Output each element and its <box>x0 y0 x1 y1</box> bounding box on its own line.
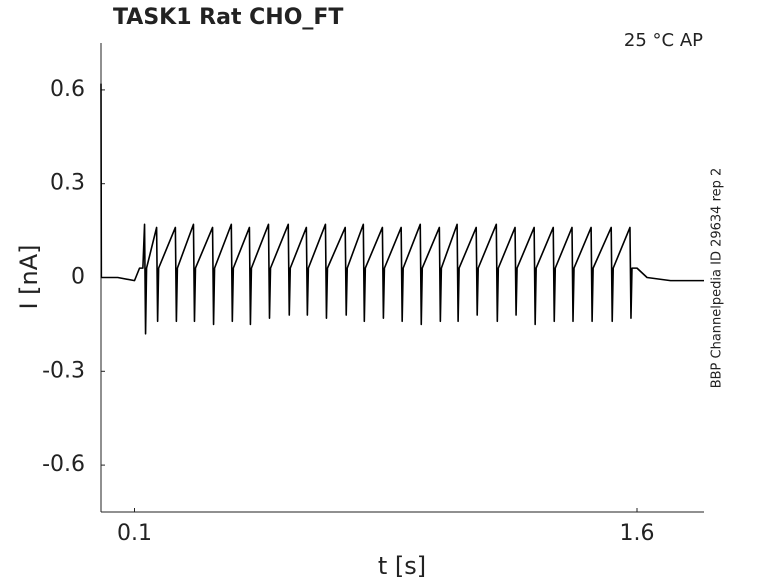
y-axis-label: I [nA] <box>15 244 43 309</box>
side-label: BBP Channelpedia ID 29634 rep 2 <box>710 168 725 389</box>
x-axis-label: t [s] <box>378 552 426 580</box>
y-tick-label: 0 <box>71 265 85 290</box>
y-tick-label: -0.3 <box>42 358 85 383</box>
x-tick-label: 1.6 <box>620 521 655 546</box>
trace-line <box>100 83 704 335</box>
y-tick-label: 0.6 <box>50 77 85 102</box>
annotation: 25 °C AP <box>624 30 703 51</box>
chart-title: TASK1 Rat CHO_FT <box>113 5 343 30</box>
x-tick-label: 0.1 <box>117 521 152 546</box>
y-tick-label: 0.3 <box>50 171 85 196</box>
y-tick-label: -0.6 <box>42 452 85 477</box>
